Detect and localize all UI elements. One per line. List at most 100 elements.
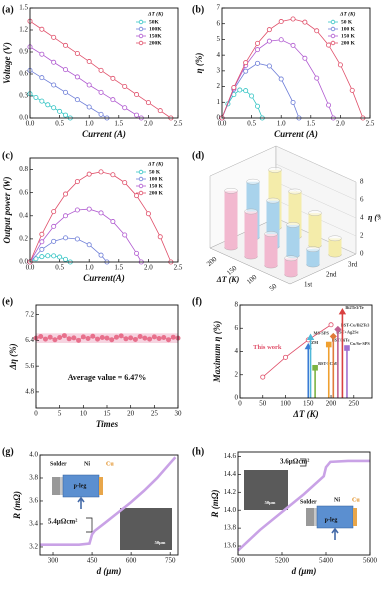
legend-marker [138, 40, 144, 46]
point [110, 219, 116, 225]
x-tick-label: 1.5 [114, 120, 123, 128]
y-tick-label: 6 [217, 19, 221, 27]
x-tick-label: 1.0 [85, 120, 94, 128]
y-tick-label: 4 [235, 347, 239, 355]
point [157, 234, 163, 240]
point [86, 206, 92, 212]
point [33, 94, 39, 100]
legend-marker [330, 40, 336, 46]
point [266, 63, 272, 69]
point [142, 335, 148, 341]
point [63, 89, 69, 95]
annotation: 3.6μΩcm² [280, 458, 309, 466]
point [113, 334, 119, 340]
point [51, 34, 57, 40]
x-tick-label: 0.0 [218, 120, 227, 128]
annotation: 5.4μΩcm² [48, 518, 77, 526]
bracket [86, 517, 93, 533]
point [45, 102, 51, 108]
point [98, 169, 104, 175]
panel-letter: (f) [192, 296, 202, 307]
arrow [331, 527, 339, 540]
point [63, 235, 69, 241]
category-label: 200 [205, 255, 219, 268]
point [63, 112, 69, 118]
y-tick-label: 14.2 [224, 488, 237, 496]
y-axis-label: Maximum η (%) [212, 321, 222, 383]
cylinder [284, 258, 298, 275]
schematic [306, 505, 357, 540]
legend-marker [330, 33, 336, 39]
point [110, 97, 116, 103]
point [109, 337, 115, 343]
panel: 0 50 100 150 200 250 0 2 4 6 8 ΔT (K) Maximum η (%) T… [212, 301, 373, 419]
grid-line [275, 181, 357, 219]
cylinder-top [244, 208, 258, 215]
x-tick-label: 2.5 [174, 264, 183, 272]
point [170, 334, 176, 340]
point [314, 28, 320, 34]
z-tick-label: 6 [360, 196, 364, 204]
x-tick-label: 1.0 [85, 264, 94, 272]
point [51, 59, 57, 65]
point [134, 250, 140, 256]
plot-frame [35, 304, 179, 409]
cu-layer [99, 477, 103, 495]
plot-frame [221, 7, 371, 119]
legend-label: 200K [149, 40, 162, 46]
category-label: 100 [245, 273, 259, 286]
legend-marker [138, 33, 144, 39]
y-tick-label: 6 [235, 324, 239, 332]
cylinder [264, 234, 278, 266]
y-tick-label: 0.4 [19, 211, 28, 219]
x-tick-label: 15 [104, 410, 112, 418]
cylinder-top [264, 231, 278, 237]
y-tick-label: 14.6 [224, 452, 237, 460]
panel: 300 450 600 750 3.2 3.4 3.6 3.8 4.0 d (μm) R (mΩ) S… [12, 451, 179, 576]
z-tick-label: 0 [360, 250, 364, 258]
legend-title: ΔT (K) [339, 10, 356, 17]
point [249, 93, 255, 99]
point [63, 42, 69, 48]
point [302, 19, 308, 25]
legend-label: 100 K [341, 26, 356, 32]
x-tick-label: 300 [48, 557, 59, 565]
plot-frame [239, 304, 373, 399]
x-tick-label: 450 [87, 557, 98, 565]
point [98, 89, 104, 95]
cylinder-top [268, 167, 282, 173]
grid-line [275, 145, 357, 183]
point [86, 104, 92, 110]
point [118, 333, 124, 339]
point-label: BST-SCM [318, 361, 337, 366]
point [157, 108, 163, 114]
point [57, 108, 63, 114]
sem-image [120, 508, 172, 550]
x-tick-label: 30 [175, 410, 183, 418]
cylinder [244, 211, 258, 257]
point [63, 213, 69, 219]
point [283, 354, 289, 360]
point [278, 76, 284, 82]
legend-label: 200 K [149, 190, 164, 196]
point [51, 253, 57, 259]
y-tick-label: 3.4 [29, 520, 38, 528]
y-tick-label: 1.5 [19, 4, 28, 12]
x-tick-label: 5600 [363, 557, 378, 565]
y-tick-label: 0.0 [19, 114, 28, 122]
cylinder [306, 249, 320, 265]
x-tick-label: 5000 [231, 557, 246, 565]
point [312, 364, 318, 371]
y-tick-label: 14.0 [224, 506, 237, 514]
point [132, 336, 138, 342]
x-tick-label: 5 [58, 410, 62, 418]
schematic [52, 474, 103, 509]
legend-label: 100K [149, 26, 162, 32]
panel-letter: (a) [2, 4, 14, 15]
x-tick-label: 1.5 [306, 120, 315, 128]
panel: 0 5 10 15 20 25 30 4.8 5.6 6.4 7.2 Times Δη (%) Avera… [8, 304, 183, 429]
x-tick-label: 1.5 [114, 264, 123, 272]
y-tick-label: 0.9 [19, 48, 28, 56]
annotation: 50μm [155, 540, 166, 545]
plot-frame [39, 454, 179, 556]
